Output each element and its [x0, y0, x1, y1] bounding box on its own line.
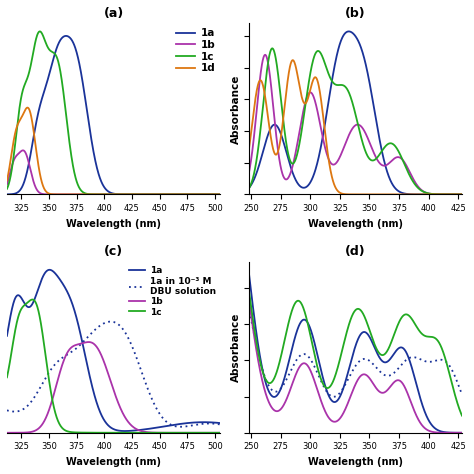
Legend: 1a, 1a in 10⁻³ M
DBU solution, 1b, 1c: 1a, 1a in 10⁻³ M DBU solution, 1b, 1c	[129, 266, 216, 317]
Text: (c): (c)	[104, 245, 123, 258]
Legend: 1a, 1b, 1c, 1d: 1a, 1b, 1c, 1d	[176, 28, 215, 73]
Text: (d): (d)	[345, 245, 365, 258]
X-axis label: Wavelength (nm): Wavelength (nm)	[308, 457, 403, 467]
X-axis label: Wavelength (nm): Wavelength (nm)	[66, 457, 161, 467]
Text: (a): (a)	[103, 7, 124, 20]
X-axis label: Wavelength (nm): Wavelength (nm)	[66, 219, 161, 228]
Text: (b): (b)	[345, 7, 365, 20]
Y-axis label: Absorbance: Absorbance	[231, 74, 241, 144]
X-axis label: Wavelength (nm): Wavelength (nm)	[308, 219, 403, 228]
Y-axis label: Absorbance: Absorbance	[231, 312, 241, 382]
